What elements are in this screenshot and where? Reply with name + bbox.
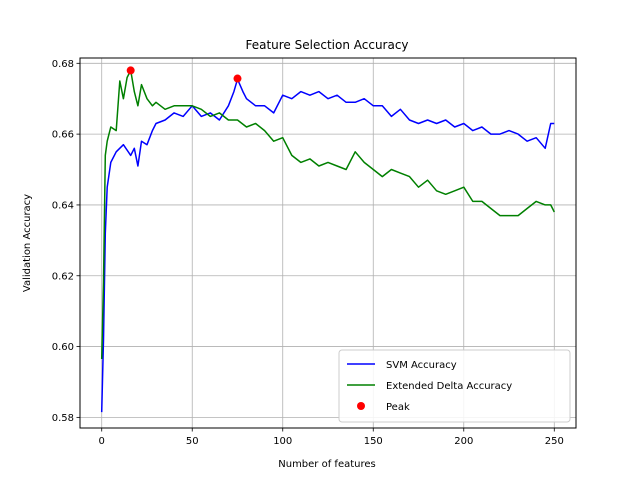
x-tick-label: 50 — [186, 436, 199, 447]
x-axis-label: Number of features — [278, 459, 375, 470]
series-layer — [100, 69, 555, 413]
legend-box — [338, 349, 571, 423]
y-axis-label: Validation Accuracy — [22, 194, 33, 292]
legend: SVM Accuracy Extended Delta Accuracy Pea… — [338, 349, 571, 423]
peak-point — [126, 66, 135, 75]
y-tick-label: 0.62 — [52, 271, 74, 282]
x-tick-label: 250 — [545, 436, 564, 447]
peak-point — [233, 74, 242, 83]
x-tick-label: 200 — [454, 436, 473, 447]
legend-label-svm: SVM Accuracy — [386, 360, 457, 371]
x-tick-label: 150 — [364, 436, 383, 447]
y-tick-label: 0.66 — [52, 130, 74, 141]
y-tick-label: 0.60 — [52, 342, 74, 353]
y-tick-label: 0.64 — [52, 200, 74, 211]
legend-label-peak: Peak — [386, 402, 410, 413]
y-tick-label: 0.58 — [52, 413, 74, 424]
y-tick-label: 0.68 — [52, 59, 74, 70]
ticks: 0 50 100 150 200 250 0.58 0.60 0.62 0.64 0.66 0.68 — [52, 59, 564, 447]
x-tick-label: 100 — [273, 436, 292, 447]
legend-swatch-peak — [357, 402, 365, 410]
x-tick-label: 0 — [99, 436, 105, 447]
series-line-svm-accuracy — [100, 78, 555, 413]
series-line-extended-delta-accuracy — [100, 69, 555, 360]
legend-label-extended-delta: Extended Delta Accuracy — [386, 381, 512, 392]
peak-layer — [126, 66, 242, 83]
plot-frame — [79, 57, 577, 429]
chart-title: Feature Selection Accuracy — [245, 38, 408, 52]
